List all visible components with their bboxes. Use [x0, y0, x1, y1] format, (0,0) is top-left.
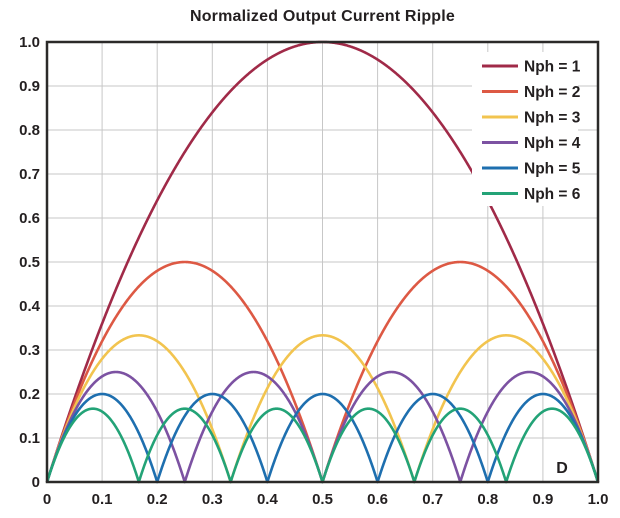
y-tick-label: 0.7 [19, 166, 40, 183]
y-tick-label: 0.4 [19, 298, 41, 315]
y-tick-label: 0.5 [19, 254, 40, 271]
x-tick-label: 0.6 [367, 491, 388, 508]
y-tick-label: 0.9 [19, 78, 40, 95]
x-tick-label: 0 [43, 491, 51, 508]
curve-nph-5 [45, 392, 600, 484]
legend-label-nph-5: Nph = 5 [524, 161, 581, 178]
legend-label-nph-6: Nph = 6 [524, 186, 581, 203]
legend-item-nph-2: Nph = 2 [482, 84, 580, 101]
legend-label-nph-1: Nph = 1 [524, 59, 581, 76]
legend-item-nph-5: Nph = 5 [482, 161, 581, 178]
legend-item-nph-1: Nph = 1 [482, 59, 581, 76]
plot-border [45, 40, 600, 484]
x-tick-label: 0.3 [202, 491, 223, 508]
y-tick-label: 0.6 [19, 210, 40, 227]
legend-item-nph-3: Nph = 3 [482, 110, 581, 127]
legend: Nph = 1 Nph = 2 Nph = 3 Nph = 4 Nph = 5 Nph =… [472, 52, 581, 206]
curve-nph-3 [45, 334, 600, 484]
x-tick-label: 0.1 [92, 491, 113, 508]
x-tick-label: 0.2 [147, 491, 168, 508]
y-tick-label: 0 [32, 474, 40, 491]
legend-label-nph-4: Nph = 4 [524, 135, 581, 152]
legend-item-nph-4: Nph = 4 [482, 135, 581, 152]
x-tick-label: 0.4 [257, 491, 279, 508]
legend-item-nph-6: Nph = 6 [482, 186, 581, 203]
chart-title: Normalized Output Current Ripple [189, 8, 456, 25]
legend-label-nph-2: Nph = 2 [524, 84, 580, 101]
x-tick-label: 0.9 [532, 491, 553, 508]
plot-frame [45, 40, 600, 484]
x-tick-label: 0.7 [422, 491, 443, 508]
x-axis-label: D [556, 460, 568, 477]
legend-background [472, 52, 578, 206]
axis-tick-labels: 0 0.1 0.2 0.3 0.4 0.5 0.6 0.7 0.8 0.9 1.0 0 0.1 0.2 0.… [19, 34, 608, 508]
y-tick-label: 1.0 [19, 34, 40, 51]
y-tick-label: 0.3 [19, 342, 40, 359]
legend-label-nph-3: Nph = 3 [524, 110, 581, 127]
y-tick-label: 0.1 [19, 430, 40, 447]
x-tick-label: 1.0 [588, 491, 609, 508]
x-tick-label: 0.8 [477, 491, 498, 508]
x-axis-label-text: D [556, 460, 568, 477]
y-tick-label: 0.8 [19, 122, 40, 139]
y-tick-label: 0.2 [19, 386, 40, 403]
x-tick-label: 0.5 [312, 491, 333, 508]
